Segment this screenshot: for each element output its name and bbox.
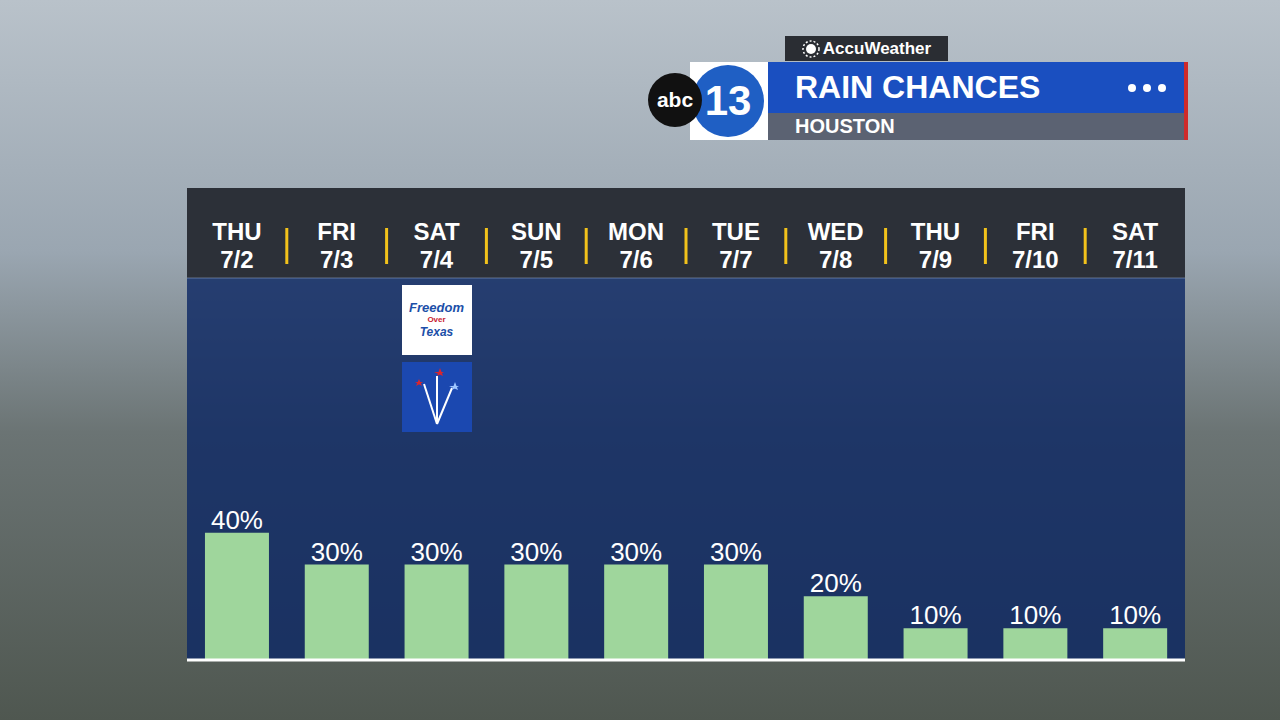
svg-text:THU: THU [212, 218, 261, 245]
html-text:13: 13 [704, 77, 752, 124]
svg-text:10%: 10% [1109, 600, 1161, 630]
svg-text:7/5: 7/5 [520, 246, 553, 273]
html-text:RAIN CHANCES: RAIN CHANCES [795, 69, 1041, 105]
svg-text:7/6: 7/6 [619, 246, 652, 273]
html-text:Over: Over [427, 315, 446, 324]
svg-text:10%: 10% [910, 600, 962, 630]
svg-text:7/11: 7/11 [1112, 246, 1157, 273]
svg-text:SUN: SUN [511, 218, 562, 245]
html-text:Texas: Texas [419, 325, 454, 339]
html-text:AccuWeather: AccuWeather [822, 38, 932, 58]
svg-text:FRI: FRI [317, 218, 356, 245]
html-text:Freedom: Freedom [409, 300, 464, 315]
svg-text:FRI: FRI [1016, 218, 1055, 245]
html-text:HOUSTON: HOUSTON [795, 115, 895, 137]
svg-text:7/7: 7/7 [719, 246, 752, 273]
svg-text:30%: 30% [411, 537, 463, 567]
svg-text:WED: WED [808, 218, 864, 245]
svg-text:MON: MON [608, 218, 664, 245]
svg-text:7/4: 7/4 [420, 246, 454, 273]
svg-text:40%: 40% [211, 505, 263, 535]
svg-text:SAT: SAT [413, 218, 460, 245]
svg-text:7/10: 7/10 [1012, 246, 1059, 273]
svg-text:30%: 30% [710, 537, 762, 567]
svg-text:7/9: 7/9 [919, 246, 952, 273]
svg-text:30%: 30% [510, 537, 562, 567]
svg-text:20%: 20% [810, 568, 862, 598]
svg-text:7/2: 7/2 [220, 246, 253, 273]
svg-text:THU: THU [911, 218, 960, 245]
svg-text:10%: 10% [1009, 600, 1061, 630]
svg-text:30%: 30% [311, 537, 363, 567]
svg-text:7/8: 7/8 [819, 246, 852, 273]
html-text:abc: abc [656, 88, 694, 111]
svg-text:SAT: SAT [1112, 218, 1159, 245]
svg-text:30%: 30% [610, 537, 662, 567]
svg-text:7/3: 7/3 [320, 246, 353, 273]
svg-text:TUE: TUE [712, 218, 760, 245]
